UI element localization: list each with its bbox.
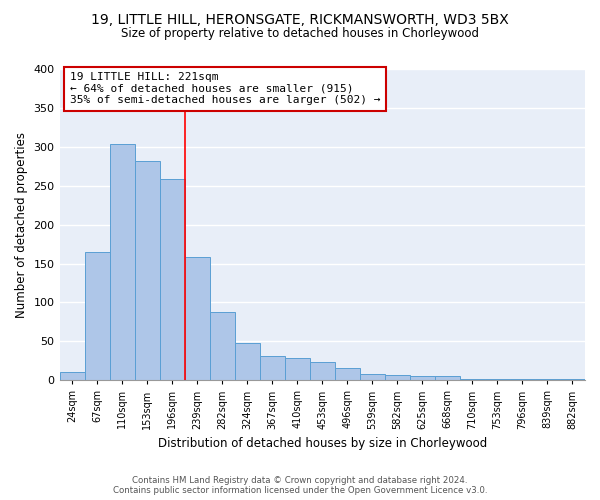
Text: Contains HM Land Registry data © Crown copyright and database right 2024.
Contai: Contains HM Land Registry data © Crown c… <box>113 476 487 495</box>
Bar <box>260 356 285 380</box>
Bar <box>410 376 435 380</box>
Bar <box>235 343 260 380</box>
Y-axis label: Number of detached properties: Number of detached properties <box>15 132 28 318</box>
Bar <box>185 256 209 380</box>
Bar <box>85 252 110 380</box>
Bar <box>385 375 410 380</box>
X-axis label: Distribution of detached houses by size in Chorleywood: Distribution of detached houses by size … <box>158 437 487 450</box>
Bar <box>310 362 335 380</box>
Text: Size of property relative to detached houses in Chorleywood: Size of property relative to detached ho… <box>121 28 479 40</box>
Bar <box>435 376 460 380</box>
Bar <box>110 144 134 380</box>
Bar <box>360 374 385 380</box>
Bar <box>285 358 310 380</box>
Text: 19 LITTLE HILL: 221sqm
← 64% of detached houses are smaller (915)
35% of semi-de: 19 LITTLE HILL: 221sqm ← 64% of detached… <box>70 72 380 106</box>
Bar <box>134 161 160 380</box>
Bar <box>460 378 485 380</box>
Bar <box>485 378 510 380</box>
Bar <box>160 178 185 380</box>
Bar <box>59 372 85 380</box>
Text: 19, LITTLE HILL, HERONSGATE, RICKMANSWORTH, WD3 5BX: 19, LITTLE HILL, HERONSGATE, RICKMANSWOR… <box>91 12 509 26</box>
Bar <box>209 312 235 380</box>
Bar <box>335 368 360 380</box>
